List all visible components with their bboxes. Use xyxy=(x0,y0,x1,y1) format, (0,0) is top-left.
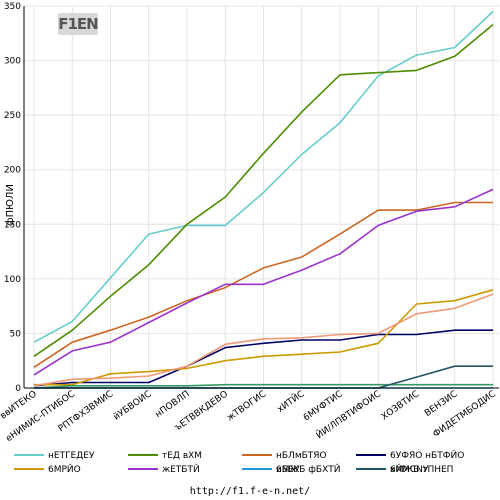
y-tick-label: 350 xyxy=(4,2,21,12)
legend: нЕТГЕДЕУ тЕД вХМ нБЛмБТЯО 6УФЯО нБТФЙО 6МРЙО… xyxy=(14,449,464,475)
y-tick-label: 50 xyxy=(10,329,22,339)
y-axis-title: фПЮЛИ xyxy=(5,184,16,226)
x-tick-label: ХОЗВТИС xyxy=(380,389,422,422)
x-tick-label: хИТЙС xyxy=(275,388,307,415)
series-line-1 xyxy=(33,23,494,357)
series-line-0 xyxy=(33,10,494,343)
series-line-5 xyxy=(33,188,494,376)
logo-badge xyxy=(58,13,98,35)
f1en-logo: F1EN xyxy=(58,13,99,35)
legend-label-3: 6УФЯО нБТФЙО xyxy=(390,449,464,461)
y-tick-label: 150 xyxy=(4,220,21,230)
x-tick-label: еНИМИС-ПТИБОС xyxy=(4,389,77,444)
legend-label-0: нЕТГЕДЕУ xyxy=(48,451,95,461)
legend-label-8: иББУ xyxy=(276,465,300,475)
y-tick-label: 200 xyxy=(4,166,21,176)
legend-label-4: 6МРЙО xyxy=(48,463,81,475)
series-line-3 xyxy=(33,329,493,387)
x-tick-label: жТВОГИС xyxy=(225,389,268,423)
y-tick-label: 0 xyxy=(15,384,21,394)
series-line-6 xyxy=(33,293,494,387)
legend-label-7: 6МЖБ тПНЕП xyxy=(390,465,453,475)
footer-url[interactable]: http://f1.f-e-n.net/ xyxy=(190,486,310,497)
x-tick-label: ВЕНЗИС xyxy=(423,389,459,419)
legend-label-6: 6МЖБ фБХТЙ xyxy=(276,463,341,475)
x-tick-label: ЙИ/ЛПВТИФОИС xyxy=(314,388,383,442)
legend-label-5: жЕТБТЙ xyxy=(162,463,200,475)
x-tick-label: йУБВОИС xyxy=(112,389,154,422)
legend-label-2: нБЛмБТЯО xyxy=(276,451,327,461)
series-line-4 xyxy=(34,289,494,386)
legend-label-9: хЙМСNУ xyxy=(390,463,429,475)
logo-text: F1EN xyxy=(58,15,98,33)
y-tick-label: 300 xyxy=(4,57,21,67)
y-tick-label: 250 xyxy=(4,111,21,121)
y-tick-label: 100 xyxy=(4,275,21,285)
y-axis-ticks: 0 50 100 150 200 250 300 350 xyxy=(4,2,21,394)
grid xyxy=(24,5,499,389)
legend-label-1: тЕД вХМ xyxy=(162,451,202,461)
series-line-2 xyxy=(33,201,493,368)
series-line-7 xyxy=(33,383,493,389)
